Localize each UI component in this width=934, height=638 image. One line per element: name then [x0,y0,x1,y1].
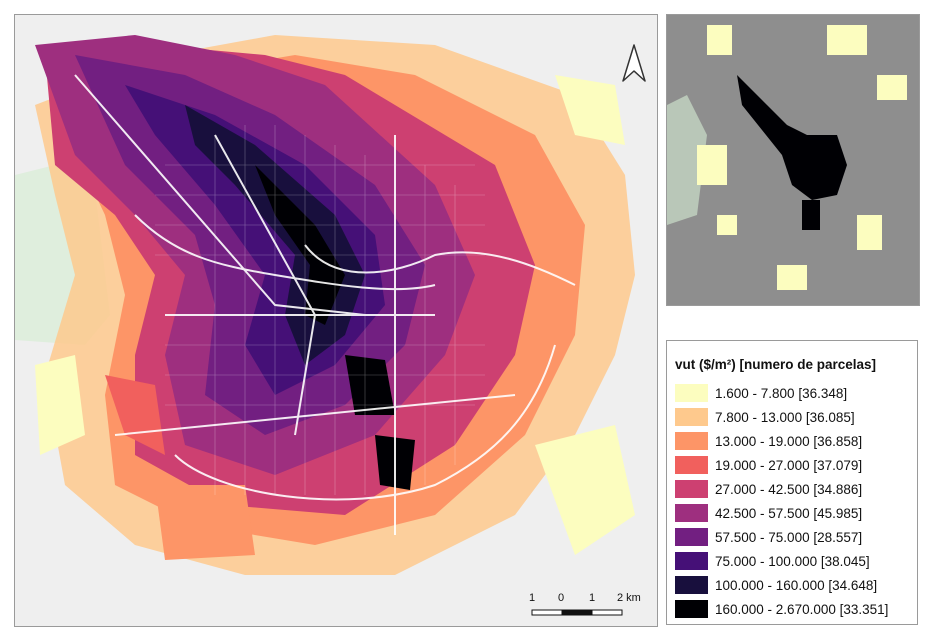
legend-label: 57.500 - 75.000 [28.557] [715,529,863,545]
main-map[interactable]: 1 0 1 2 km [14,14,658,627]
legend-label: 42.500 - 57.500 [45.985] [715,505,863,521]
patch-red-w [105,375,165,455]
legend-label: 1.600 - 7.800 [36.348] [715,385,848,401]
legend-swatch [675,576,708,594]
inset-map[interactable] [666,14,920,306]
scale-label-1b: 1 [589,592,596,604]
inset-low-patches [697,25,907,290]
inset-map-layer [667,25,907,290]
legend-item: 7.800 - 13.000 [36.085] [675,407,855,427]
scale-label-1: 1 [529,592,536,604]
legend-swatch [675,456,708,474]
legend-item: 42.500 - 57.500 [45.985] [675,503,862,523]
legend-item: 19.000 - 27.000 [37.079] [675,455,862,475]
legend-item: 1.600 - 7.800 [36.348] [675,383,847,403]
legend-swatch [675,408,708,426]
zone-south-core [345,355,395,415]
legend-label: 75.000 - 100.000 [38.045] [715,553,870,569]
north-arrow-icon [619,43,649,85]
legend-swatch [675,600,708,618]
legend-label: 19.000 - 27.000 [37.079] [715,457,863,473]
street-grid [155,125,485,495]
legend-item: 100.000 - 160.000 [34.648] [675,575,877,595]
legend-label: 27.000 - 42.500 [34.886] [715,481,863,497]
legend-label: 100.000 - 160.000 [34.648] [715,577,878,593]
legend-swatch [675,432,708,450]
legend-swatch [675,504,708,522]
scale-bar: 1 0 1 2 km [517,592,642,626]
legend-item: 75.000 - 100.000 [38.045] [675,551,870,571]
value-map-layer [15,35,635,575]
legend-label: 13.000 - 19.000 [36.858] [715,433,863,449]
legend-item: 13.000 - 19.000 [36.858] [675,431,862,451]
legend-swatch [675,528,708,546]
legend-label: 7.800 - 13.000 [36.085] [715,409,855,425]
legend-label: 160.000 - 2.670.000 [33.351] [715,601,889,617]
patch-se [535,425,635,555]
legend-swatch [675,384,708,402]
legend-title: vut ($/m²) [numero de parcelas] [675,357,877,372]
legend-item: 57.500 - 75.000 [28.557] [675,527,862,547]
legend: vut ($/m²) [numero de parcelas] 1.600 - … [666,340,918,625]
zone-center [255,165,345,325]
inset-south-block [802,200,820,230]
scale-label-0: 0 [558,592,565,604]
patch-w [35,355,85,455]
legend-swatch [675,552,708,570]
patch-ne [555,75,625,145]
inset-high-core [737,75,847,200]
patch-sw [155,485,255,560]
legend-item: 27.000 - 42.500 [34.886] [675,479,862,499]
legend-swatch [675,480,708,498]
road-network [74,74,576,535]
scale-label-2km: 2 km [617,592,641,604]
legend-item: 160.000 - 2.670.000 [33.351] [675,599,888,619]
